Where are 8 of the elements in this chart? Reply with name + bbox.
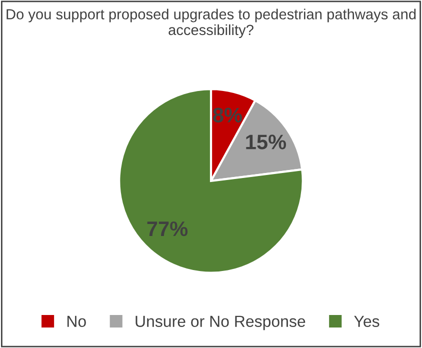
data-label: 77% <box>147 221 188 236</box>
data-label: 15% <box>246 134 286 150</box>
legend-label: Yes <box>354 316 380 327</box>
legend-label: No <box>67 316 86 327</box>
legend-label: Unsure or No Response <box>136 316 306 330</box>
data-label: 8% <box>213 108 242 122</box>
chart-title: Do you support proposed upgrades to pedestrian pathways and accessibility? <box>6 8 416 38</box>
pie-slice <box>118 88 304 274</box>
